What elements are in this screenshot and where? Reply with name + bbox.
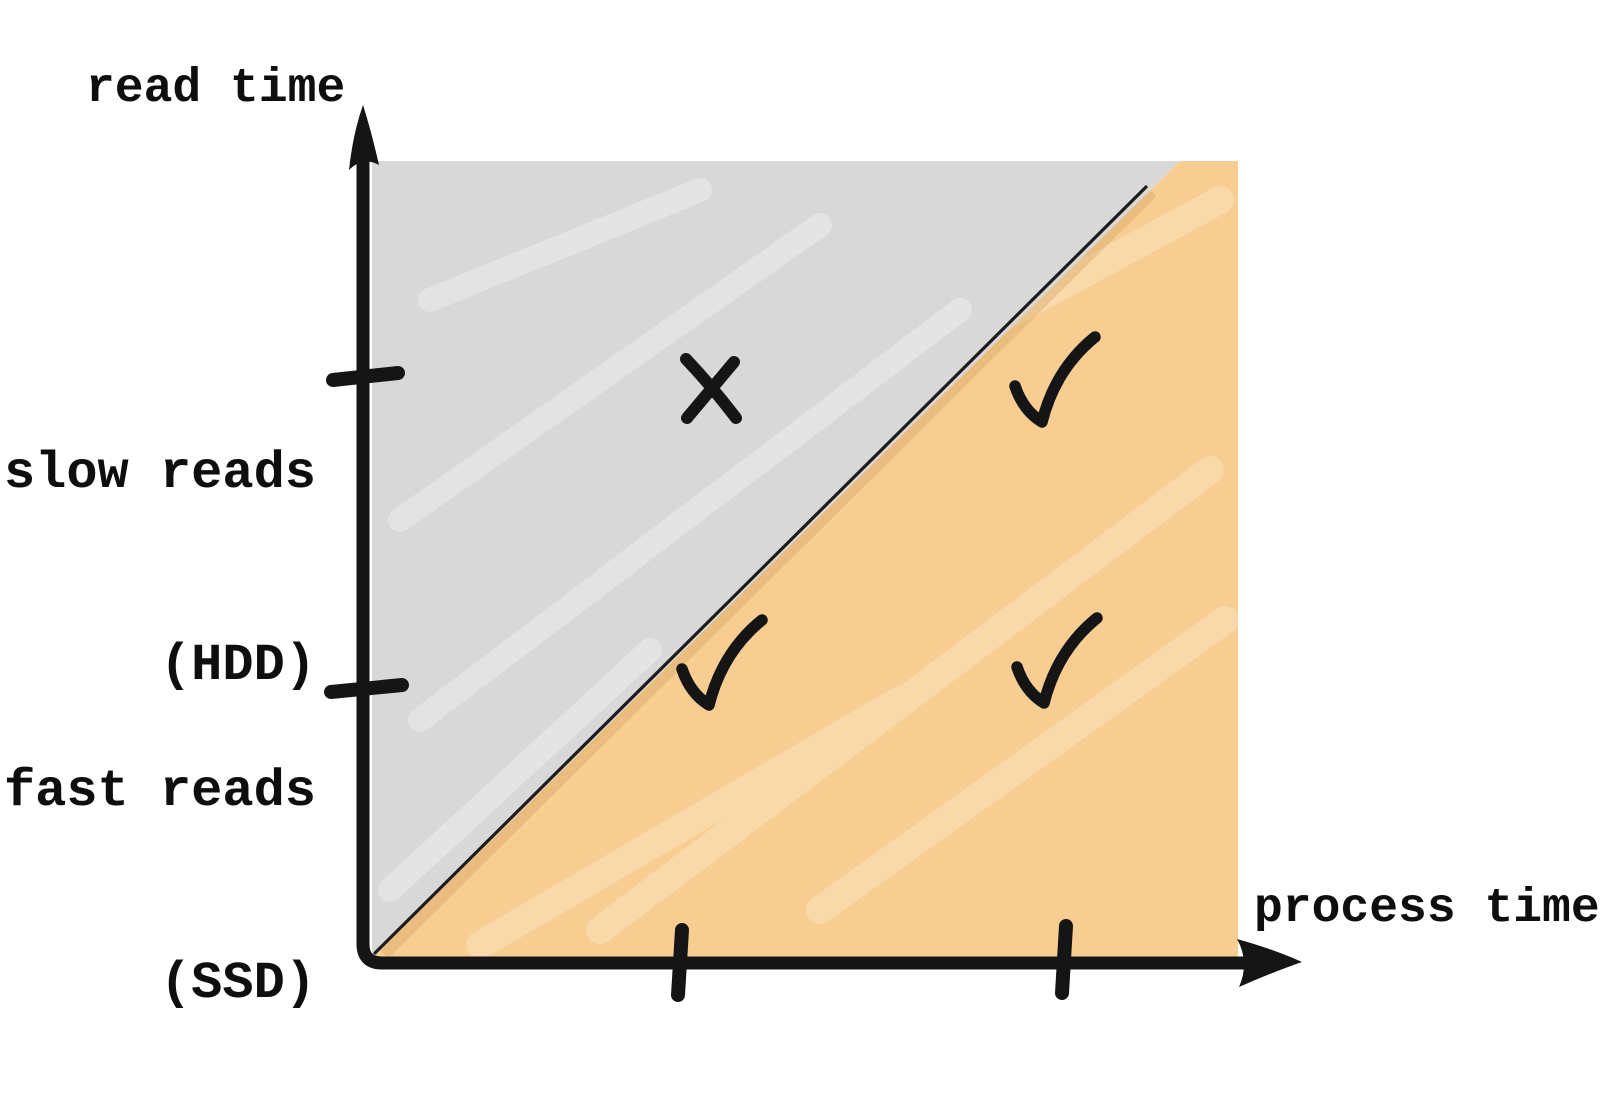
y-tick-slow-reads: [326, 366, 405, 387]
mark-fast-reads-slow-compute: [1011, 612, 1103, 709]
x-axis-arrowhead-icon: [1237, 939, 1302, 987]
x-tick-label-slow-compute: slow compute (RDF): [825, 996, 1325, 1117]
diagonal-shading: [375, 183, 1157, 958]
mark-slow-reads-fast-compute: [680, 353, 742, 424]
axes-line: [356, 141, 1263, 970]
x-tick-fast-compute: [671, 923, 689, 1002]
mark-fast-reads-fast-compute: [676, 614, 768, 711]
gray-texture-streaks: [378, 178, 972, 902]
y-tick-label-slow-reads: slow reads (HDD): [0, 314, 316, 826]
tradeoff-diagonal-line: [373, 185, 1148, 955]
y-tick-label-fast-reads-line1: fast reads: [3, 762, 316, 821]
x-tick-slow-compute: [1055, 919, 1073, 1000]
y-axis-arrowhead-icon: [349, 105, 379, 170]
y-tick-label-slow-reads-line2: (HDD): [159, 636, 316, 695]
x-axis-title: process time: [1254, 882, 1600, 936]
y-tick-label-slow-reads-line1: slow reads: [3, 444, 316, 503]
y-tick-label-fast-reads: fast reads (SSD): [0, 632, 316, 1117]
y-tick-fast-reads: [324, 678, 409, 699]
y-tick-label-fast-reads-line2: (SSD): [159, 954, 316, 1013]
compute-bound-region: [372, 161, 1238, 958]
mark-slow-reads-slow-compute: [1009, 331, 1101, 428]
y-axis-title: read time: [86, 62, 346, 116]
